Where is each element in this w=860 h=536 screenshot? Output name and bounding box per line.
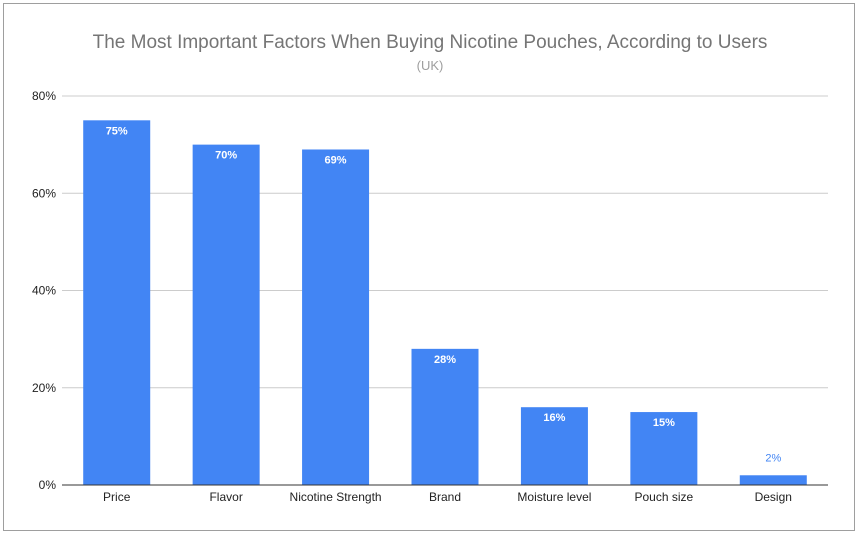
x-axis-tick-labels: Price Flavor Nicotine Strength Brand Moistur… xyxy=(103,490,792,504)
chart-subtitle: (UK) xyxy=(417,58,444,73)
data-label: 2% xyxy=(765,452,781,464)
bar xyxy=(520,407,588,485)
x-tick-label: Brand xyxy=(429,490,461,504)
data-label: 70% xyxy=(215,150,237,162)
y-axis-tick-labels: 0% 20% 40% 60% 80% xyxy=(32,89,56,492)
bar xyxy=(739,475,807,485)
bar xyxy=(83,120,151,485)
x-tick-label: Moisture level xyxy=(517,490,591,504)
y-tick-label: 60% xyxy=(32,186,56,200)
data-label: 15% xyxy=(653,417,675,429)
bar xyxy=(411,348,479,485)
data-label: 75% xyxy=(106,125,128,137)
x-tick-label: Pouch size xyxy=(635,490,694,504)
bar xyxy=(192,144,260,485)
x-tick-label: Nicotine Strength xyxy=(290,490,382,504)
data-label: 69% xyxy=(325,154,347,166)
x-tick-label: Design xyxy=(755,490,792,504)
chart-title: The Most Important Factors When Buying N… xyxy=(93,32,768,53)
y-tick-label: 80% xyxy=(32,89,56,103)
gridlines xyxy=(62,95,828,389)
data-label: 28% xyxy=(434,354,456,366)
data-label: 16% xyxy=(543,412,565,424)
bars xyxy=(83,120,807,486)
y-tick-label: 0% xyxy=(39,478,57,492)
y-tick-label: 40% xyxy=(32,284,56,298)
x-tick-label: Price xyxy=(103,490,131,504)
y-tick-label: 20% xyxy=(32,381,56,395)
bar xyxy=(302,149,370,486)
x-tick-label: Flavor xyxy=(209,490,242,504)
data-labels: 75% 70% 69% 28% 16% 15% 2% xyxy=(106,125,782,464)
bar xyxy=(630,412,698,485)
